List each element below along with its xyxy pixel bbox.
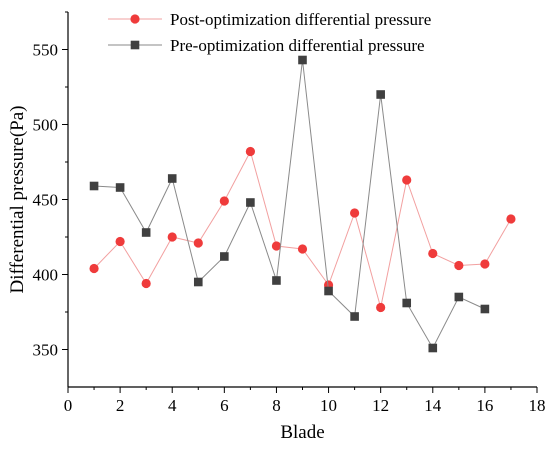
- x-tick-label: 0: [64, 396, 73, 415]
- y-tick-label: 400: [33, 266, 59, 285]
- legend-marker: [130, 40, 140, 50]
- data-point: [115, 236, 125, 247]
- y-tick-label: 350: [33, 341, 59, 360]
- y-tick-label: 500: [33, 116, 59, 135]
- legend-label: Post-optimization differential pressure: [170, 10, 431, 29]
- series-2: [89, 55, 490, 353]
- x-tick-label: 4: [168, 396, 177, 415]
- data-point: [298, 55, 307, 65]
- x-tick-label: 12: [372, 396, 389, 415]
- data-point: [89, 181, 99, 191]
- data-point: [167, 232, 177, 242]
- legend-label: Pre-optimization differential pressure: [170, 36, 425, 55]
- legend: Post-optimization differential pressure P…: [108, 10, 431, 55]
- y-tick-label: 450: [33, 191, 59, 210]
- data-point: [506, 214, 516, 224]
- data-point: [167, 174, 177, 183]
- x-tick-label: 18: [529, 396, 546, 415]
- data-point: [376, 90, 385, 99]
- data-point: [350, 312, 359, 321]
- data-point: [141, 278, 151, 289]
- x-tick-label: 8: [272, 396, 281, 415]
- data-point: [297, 244, 308, 254]
- data-point: [141, 228, 151, 237]
- data-point: [480, 259, 490, 269]
- data-point: [428, 343, 438, 353]
- y-axis-title: Differential pressure(Pa): [7, 106, 28, 294]
- legend-item-1: Post-optimization differential pressure: [108, 10, 431, 29]
- legend-marker: [130, 14, 140, 24]
- data-point: [402, 298, 412, 308]
- data-point: [272, 276, 281, 285]
- series-line: [93, 150, 512, 308]
- data-point: [271, 241, 282, 251]
- legend-item-2: Pre-optimization differential pressure: [108, 36, 425, 55]
- data-point: [115, 183, 125, 192]
- series-1: [89, 146, 516, 313]
- x-axis-title: Blade: [280, 422, 324, 443]
- data-point: [324, 286, 333, 296]
- y-tick-label: 550: [33, 41, 59, 60]
- x-tick-label: 10: [320, 396, 337, 415]
- data-point: [402, 175, 412, 185]
- data-point: [245, 146, 255, 157]
- x-tick-label: 14: [424, 396, 442, 415]
- x-tick-label: 2: [116, 396, 125, 415]
- data-point: [454, 292, 464, 302]
- data-point: [246, 198, 255, 207]
- data-point: [350, 208, 360, 218]
- data-point: [219, 196, 229, 206]
- series-line: [94, 59, 486, 350]
- data-point: [193, 277, 203, 287]
- data-point: [454, 260, 464, 271]
- x-tick-label: 6: [220, 396, 229, 415]
- data-point: [480, 304, 490, 314]
- data-point: [89, 263, 99, 274]
- series-layer: [89, 55, 516, 353]
- data-point: [428, 248, 438, 259]
- x-tick-label: 16: [476, 396, 493, 415]
- data-point: [193, 238, 203, 248]
- axes: 0 2 4 6 8 10 12 14 16 18 350 400 450 500 550: [33, 11, 546, 415]
- data-point: [376, 302, 386, 313]
- data-point: [220, 252, 229, 261]
